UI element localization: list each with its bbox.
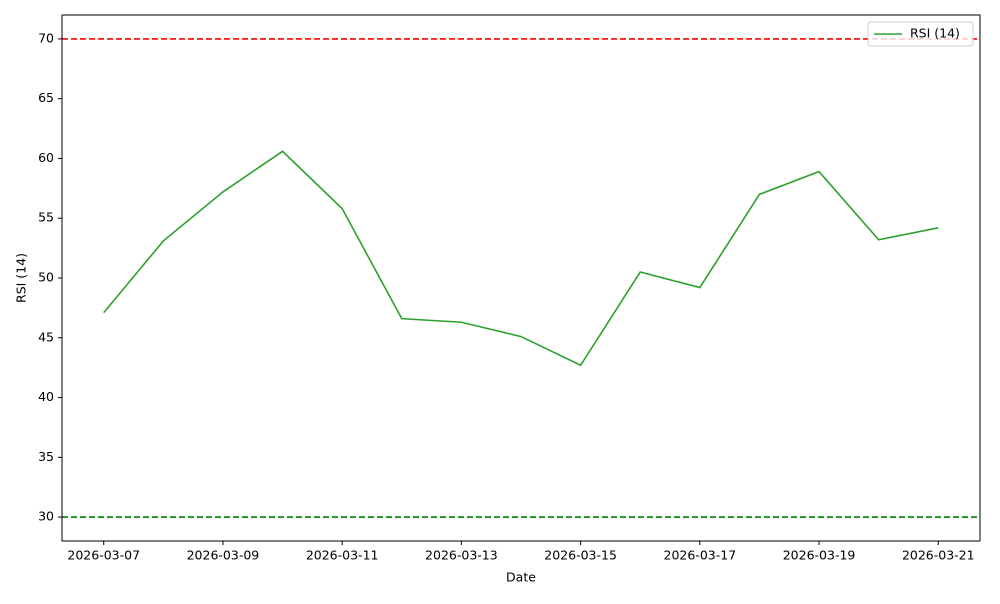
y-axis-label: RSI (14) — [14, 253, 29, 303]
x-tick-label: 2026-03-09 — [187, 548, 260, 563]
y-tick-label: 65 — [38, 90, 54, 105]
x-tick-label: 2026-03-19 — [783, 548, 856, 563]
y-tick-label: 45 — [38, 329, 54, 344]
y-tick-label: 30 — [38, 509, 54, 524]
y-tick-label: 70 — [38, 30, 54, 45]
x-axis-label: Date — [506, 570, 536, 585]
plot-frame — [61, 14, 981, 542]
x-tick-label: 2026-03-21 — [902, 548, 975, 563]
x-tick-label: 2026-03-17 — [664, 548, 737, 563]
y-tick-label: 40 — [38, 389, 54, 404]
legend-label: RSI (14) — [910, 26, 960, 41]
y-tick-label: 35 — [38, 449, 54, 464]
legend-box — [867, 21, 974, 47]
x-tick-label: 2026-03-13 — [425, 548, 498, 563]
y-tick-label: 50 — [38, 270, 54, 285]
x-tick-label: 2026-03-15 — [544, 548, 617, 563]
x-tick-label: 2026-03-07 — [67, 548, 140, 563]
y-tick-label: 55 — [38, 210, 54, 225]
series-line — [103, 150, 939, 367]
x-tick-label: 2026-03-11 — [306, 548, 379, 563]
y-tick-label: 60 — [38, 150, 54, 165]
